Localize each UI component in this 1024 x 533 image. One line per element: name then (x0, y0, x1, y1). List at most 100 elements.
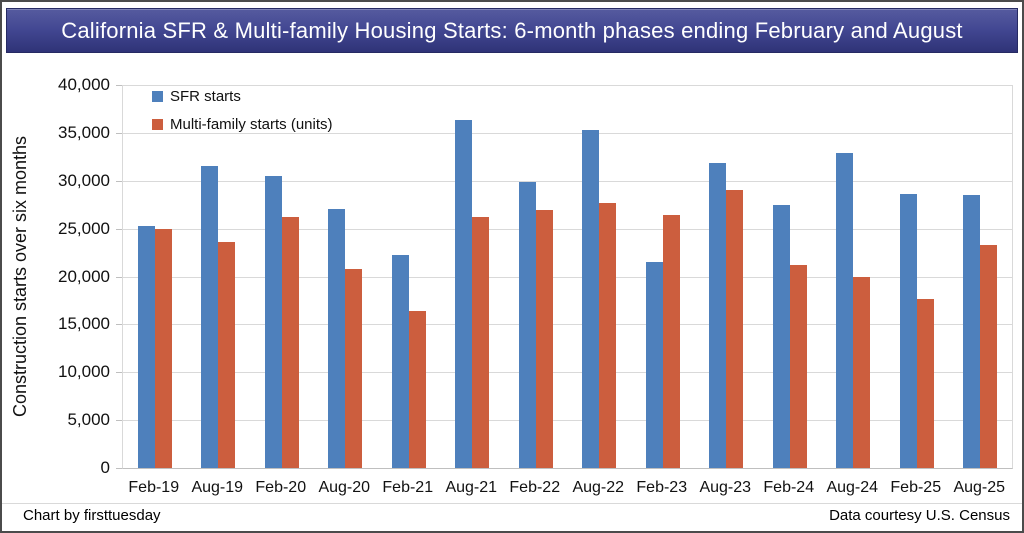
bar-group (250, 85, 314, 468)
gridline (123, 228, 1012, 230)
y-tick-mark (116, 324, 122, 326)
legend-label-multifamily: Multi-family starts (units) (170, 116, 333, 133)
x-tick-label: Feb-21 (382, 479, 434, 496)
bar-group (504, 85, 568, 468)
y-axis-title: Construction starts over six months (10, 135, 31, 418)
x-tick-label: Aug-19 (191, 479, 244, 496)
y-tick-mark (116, 372, 122, 374)
y-tick-label: 20,000 (58, 266, 110, 286)
y-tick-mark (116, 85, 122, 86)
x-tick-label: Aug-25 (953, 479, 1006, 496)
y-tick-label: 10,000 (58, 362, 110, 382)
x-tick-label: Feb-24 (763, 479, 815, 496)
bar-sfr-starts (709, 162, 727, 468)
bar-multi-family-starts (916, 299, 934, 468)
x-tick-label: Feb-22 (509, 479, 561, 496)
y-axis-tick-labels: 0 5,000 10,000 15,000 20,000 25,000 30,000 35,0… (40, 2, 110, 531)
bar-multi-family-starts (218, 242, 236, 468)
bar-group (885, 85, 949, 468)
y-tick-mark (116, 420, 122, 422)
x-tick-label: Aug-20 (318, 479, 371, 496)
y-tick-label: 5,000 (67, 410, 110, 430)
bar-sfr-starts (201, 166, 219, 468)
gridline (123, 85, 1012, 86)
legend: SFR starts Multi-family starts (units) (152, 88, 333, 144)
x-tick-label: Feb-19 (128, 479, 180, 496)
bar-sfr-starts (328, 208, 346, 468)
bar-multi-family-starts (535, 210, 553, 468)
bar-sfr-starts (391, 255, 409, 468)
bar-group (568, 85, 632, 468)
x-tick-label: Aug-24 (826, 479, 879, 496)
bar-sfr-starts (455, 120, 473, 468)
bar-sfr-starts (518, 181, 536, 468)
x-axis-tick-labels: Feb-19 Aug-19 Feb-20 Aug-20 Feb-21 Aug-21 Feb-… (122, 477, 1011, 499)
gridline (123, 132, 1012, 134)
y-tick-mark (116, 132, 122, 134)
y-tick-label: 0 (100, 458, 110, 477)
x-tick-label: Aug-23 (699, 479, 752, 496)
gridline (123, 420, 1012, 422)
y-tick-label: 40,000 (58, 75, 110, 94)
footer-divider (2, 503, 1022, 504)
bar-group (949, 85, 1013, 468)
bar-multi-family-starts (472, 217, 490, 468)
bar-multi-family-starts (281, 217, 299, 468)
bar-group (441, 85, 505, 468)
y-tick-label: 25,000 (58, 218, 110, 238)
x-tick-label: Feb-25 (890, 479, 942, 496)
gridline (123, 276, 1012, 278)
legend-item-multifamily: Multi-family starts (units) (152, 116, 333, 133)
bar-multi-family-starts (408, 310, 426, 468)
bar-group (377, 85, 441, 468)
bars-container (123, 85, 1012, 468)
bar-multi-family-starts (726, 190, 744, 468)
chart-title: California SFR & Multi-family Housing St… (61, 17, 963, 43)
y-tick-mark (116, 228, 122, 230)
bar-sfr-starts (582, 130, 600, 468)
bar-group (314, 85, 378, 468)
y-tick-mark (116, 180, 122, 182)
bar-multi-family-starts (662, 215, 680, 468)
bar-group (631, 85, 695, 468)
bar-sfr-starts (772, 204, 790, 468)
chart-title-banner: California SFR & Multi-family Housing St… (6, 8, 1018, 53)
gridline (123, 180, 1012, 182)
gridline (123, 372, 1012, 374)
bar-group (187, 85, 251, 468)
gridline (123, 324, 1012, 326)
bar-multi-family-starts (599, 202, 617, 468)
bar-group (822, 85, 886, 468)
legend-item-sfr: SFR starts (152, 88, 333, 105)
legend-swatch-sfr (152, 91, 163, 102)
bar-multi-family-starts (789, 265, 807, 468)
bar-sfr-starts (899, 194, 917, 468)
footer-credit-left: Chart by firsttuesday (23, 507, 161, 524)
bar-group (123, 85, 187, 468)
bar-sfr-starts (836, 152, 854, 468)
y-tick-label: 35,000 (58, 122, 110, 142)
bar-group (695, 85, 759, 468)
y-axis-title-box: Construction starts over six months (2, 85, 40, 468)
x-tick-label: Aug-22 (572, 479, 625, 496)
x-tick-label: Feb-23 (636, 479, 688, 496)
x-tick-label: Aug-21 (445, 479, 498, 496)
legend-swatch-multifamily (152, 119, 163, 130)
bar-sfr-starts (264, 175, 282, 468)
bar-multi-family-starts (345, 268, 363, 468)
y-tick-mark (116, 468, 122, 469)
bar-multi-family-starts (980, 244, 998, 468)
bar-multi-family-starts (154, 228, 172, 468)
y-tick-label: 30,000 (58, 170, 110, 190)
bar-sfr-starts (137, 225, 155, 468)
y-tick-label: 15,000 (58, 314, 110, 334)
plot-area (122, 85, 1013, 469)
footer-credit-right: Data courtesy U.S. Census (829, 507, 1010, 524)
bar-multi-family-starts (853, 277, 871, 468)
y-tick-mark (116, 276, 122, 278)
legend-label-sfr: SFR starts (170, 88, 241, 105)
bar-sfr-starts (645, 262, 663, 468)
x-tick-label: Feb-20 (255, 479, 307, 496)
bar-group (758, 85, 822, 468)
